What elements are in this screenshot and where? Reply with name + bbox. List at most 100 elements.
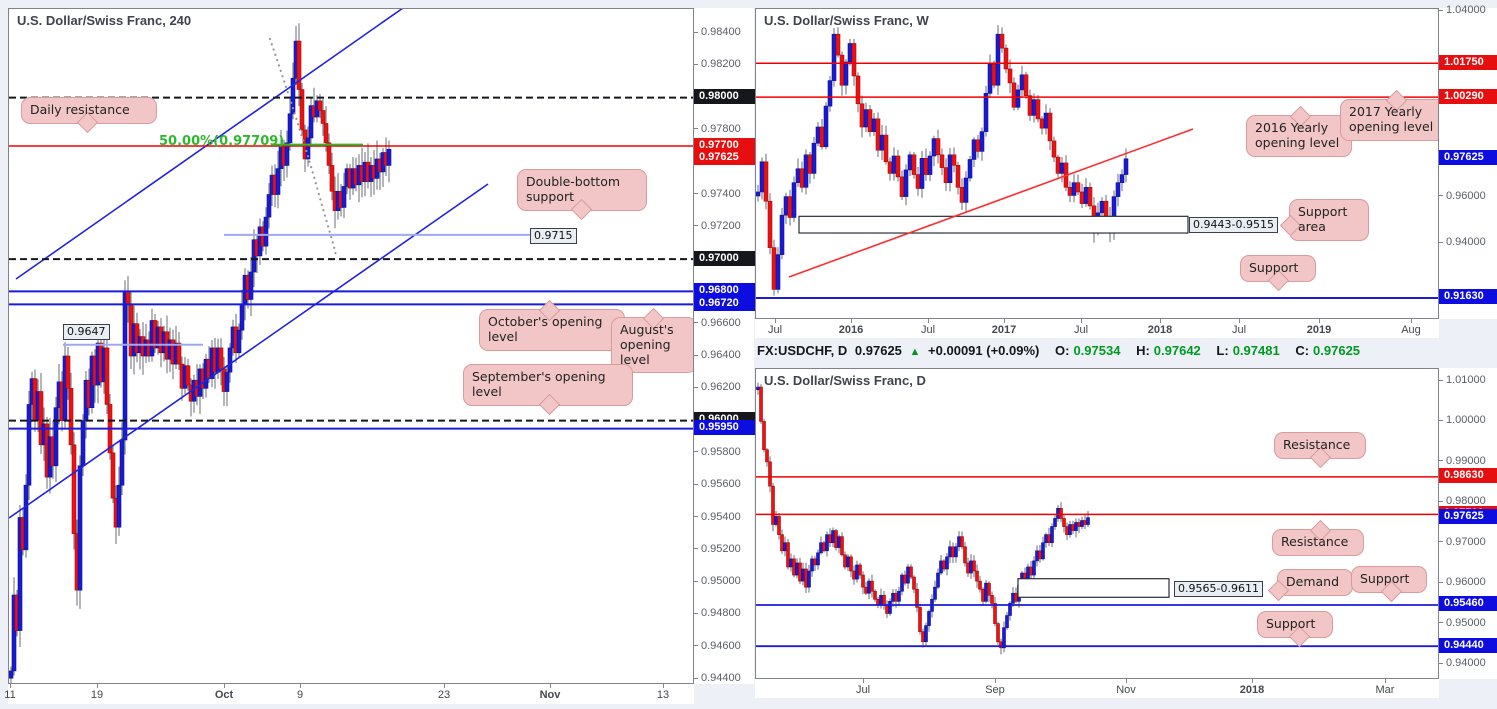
- time-tick-label: 2018: [1239, 684, 1265, 696]
- time-tick-mark: [550, 684, 551, 688]
- tick-mark-icon: [694, 645, 698, 647]
- time-tick-label: Sep: [985, 684, 1005, 696]
- price-axis-240[interactable]: 0.98400 0.98200 0.97800 0.97400 0.97200 0.966…: [694, 8, 755, 684]
- price-value-box[interactable]: 0.9443-0.9515: [1189, 217, 1278, 233]
- tick-mark-icon: [1439, 541, 1443, 543]
- ticker-high-label: H:: [1136, 343, 1150, 358]
- tick-mark-icon: [694, 193, 698, 195]
- price-value-box[interactable]: 0.9647: [63, 324, 110, 340]
- time-axis-daily[interactable]: Jul Sep Nov 2018 Mar: [755, 679, 1439, 698]
- tick-mark-icon: [1439, 420, 1443, 422]
- time-tick-mark: [1081, 319, 1082, 323]
- price-tick: 0.96400: [694, 348, 741, 362]
- time-tick-mark: [1385, 679, 1386, 683]
- annotation-note[interactable]: September's opening level: [463, 364, 633, 415]
- fib-50-label[interactable]: 50.00%(0.97709): [159, 134, 285, 149]
- tick-mark-icon: [1439, 460, 1443, 462]
- annotation-note[interactable]: Double-bottom support: [517, 169, 647, 220]
- time-tick-label: Nov: [1116, 684, 1136, 696]
- price-tick: 0.98400: [694, 25, 741, 39]
- tick-mark-icon: [694, 31, 698, 33]
- time-tick-label: 11: [4, 689, 16, 701]
- annotation-note[interactable]: 2016 Yearly opening level: [1246, 105, 1352, 157]
- tick-mark-icon: [1439, 581, 1443, 583]
- tick-mark-icon: [694, 612, 698, 614]
- chart-title-daily: U.S. Dollar/Swiss Franc, D: [764, 373, 926, 388]
- price-level-badge: 0.94440: [1439, 637, 1497, 653]
- price-axis-weekly[interactable]: 1.04000 0.96000 0.94000 1.01750 1.00290 0.976…: [1439, 4, 1497, 319]
- up-arrow-icon: ▲: [909, 346, 921, 358]
- price-level-badge: 0.96720: [694, 295, 755, 311]
- price-level-badge: 0.97625: [694, 149, 755, 165]
- tick-mark-icon: [1439, 9, 1443, 11]
- time-tick-mark: [97, 684, 98, 688]
- tick-mark-icon: [694, 128, 698, 130]
- price-tick: 0.99000: [1439, 454, 1486, 468]
- tick-mark-icon: [694, 386, 698, 388]
- annotation-note[interactable]: Support: [1240, 255, 1316, 291]
- price-tick: 0.97000: [1439, 535, 1486, 549]
- tick-mark-icon: [694, 451, 698, 453]
- annotation-note[interactable]: October's opening level: [479, 299, 625, 351]
- candlestick-plot: [9, 9, 693, 683]
- price-level-badge: 0.98000: [694, 89, 755, 105]
- time-tick-label: Jul: [767, 324, 783, 336]
- time-tick-mark: [1319, 319, 1320, 323]
- price-tick: 1.00000: [1439, 413, 1486, 427]
- ticker-symbol[interactable]: FX:USDCHF, D: [757, 343, 848, 358]
- time-axis-240[interactable]: 11 19 Oct 9 23 Nov 13: [4, 684, 694, 704]
- time-tick-mark: [663, 684, 664, 688]
- price-tick: 1.04000: [1439, 3, 1486, 17]
- annotation-note[interactable]: 2017 Yearly opening level: [1340, 89, 1438, 141]
- tick-mark-icon: [694, 225, 698, 227]
- time-tick-mark: [851, 319, 852, 323]
- annotation-note[interactable]: August's opening level: [611, 307, 693, 374]
- tick-mark-icon: [1439, 500, 1443, 502]
- time-tick-label: Aug: [1401, 324, 1421, 336]
- annotation-note[interactable]: Resistance: [1274, 432, 1366, 468]
- price-level-badge: 0.98630: [1439, 468, 1497, 484]
- time-tick-mark: [1160, 319, 1161, 323]
- time-tick-mark: [1126, 679, 1127, 683]
- time-tick-label: 2016: [838, 324, 864, 336]
- price-tick: 0.94600: [694, 639, 741, 653]
- tick-mark-icon: [694, 677, 698, 679]
- tick-mark-icon: [694, 516, 698, 518]
- price-tick: 0.95400: [694, 510, 741, 524]
- price-tick: 0.95200: [694, 542, 741, 556]
- price-tick: 0.98000: [1439, 494, 1486, 508]
- tick-mark-icon: [1439, 622, 1443, 624]
- chart-pane-daily[interactable]: U.S. Dollar/Swiss Franc, D 0.9565-0.9611…: [755, 368, 1439, 679]
- candlestick-plot: [756, 382, 1438, 655]
- time-tick-mark: [10, 684, 11, 688]
- annotation-note[interactable]: Resistance: [1272, 519, 1364, 556]
- price-level-badge: 1.00290: [1439, 88, 1497, 104]
- price-level-badge: 0.91630: [1439, 289, 1497, 305]
- time-tick-label: Jul: [1073, 324, 1089, 336]
- annotation-note[interactable]: Daily resistance: [21, 97, 157, 133]
- chart-title-240: U.S. Dollar/Swiss Franc, 240: [17, 13, 192, 28]
- ticker-low-label: L:: [1216, 343, 1229, 358]
- chart-widget-daily: U.S. Dollar/Swiss Franc, D 0.9565-0.9611…: [755, 368, 1497, 698]
- price-axis-daily[interactable]: 1.01000 1.00000 0.99000 0.98000 0.97000 0.960…: [1439, 368, 1497, 679]
- time-tick-mark: [1239, 319, 1240, 323]
- time-axis-weekly[interactable]: Jul 2016 Jul 2017 Jul 2018 Jul 2019 Aug: [755, 319, 1439, 338]
- chart-pane-240[interactable]: U.S. Dollar/Swiss Franc, 240 50.00%(0.97…: [8, 8, 694, 684]
- time-tick-label: 9: [296, 689, 304, 701]
- tick-mark-icon: [1439, 241, 1443, 243]
- price-value-box[interactable]: 0.9715: [530, 228, 577, 244]
- annotation-note[interactable]: Support: [1257, 611, 1333, 647]
- annotation-note[interactable]: Demand: [1267, 569, 1353, 602]
- time-tick-label: Jul: [1231, 324, 1247, 336]
- time-tick-mark: [1252, 679, 1253, 683]
- ticker-low-value: 0.97481: [1232, 343, 1280, 358]
- price-value-box[interactable]: 0.9565-0.9611: [1174, 581, 1263, 597]
- tick-mark-icon: [694, 63, 698, 65]
- time-tick-mark: [444, 684, 445, 688]
- time-tick-label: Jul: [855, 684, 871, 696]
- time-tick-label: 2017: [991, 324, 1017, 336]
- price-level-badge: 0.97000: [694, 250, 755, 266]
- annotation-note[interactable]: Support area: [1279, 199, 1369, 241]
- annotation-note[interactable]: Support: [1351, 566, 1427, 602]
- chart-pane-weekly[interactable]: U.S. Dollar/Swiss Franc, W 0.9443-0.9515…: [755, 8, 1439, 319]
